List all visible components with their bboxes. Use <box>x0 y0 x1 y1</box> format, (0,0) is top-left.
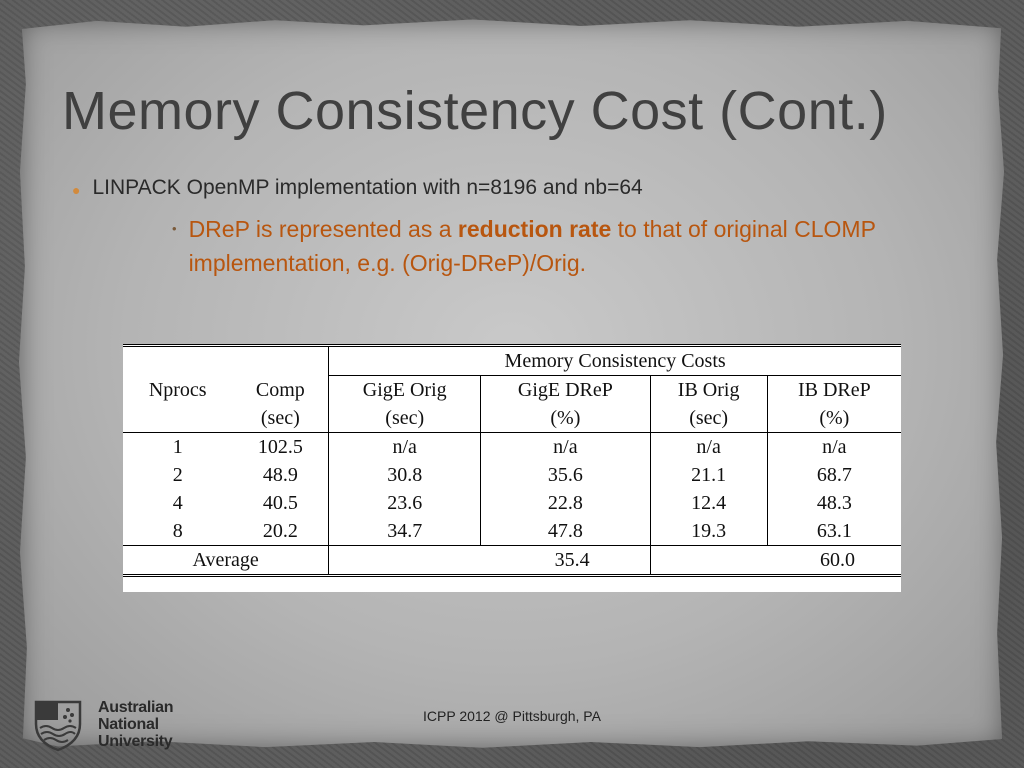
memory-consistency-table: Memory Consistency Costs Nprocs Comp Gig… <box>123 344 901 592</box>
table-row: 8 20.2 34.7 47.8 19.3 63.1 <box>123 517 901 546</box>
anu-crest-icon <box>34 700 82 752</box>
average-label: Average <box>123 545 330 576</box>
slide-title: Memory Consistency Cost (Cont.) <box>62 81 888 141</box>
cell: n/a <box>650 432 768 461</box>
results-table: Memory Consistency Costs Nprocs Comp Gig… <box>123 344 901 577</box>
cell: 22.8 <box>480 489 651 517</box>
anu-logo-text: Australian National University <box>98 698 174 750</box>
bullet-drep-bold: reduction rate <box>457 216 612 242</box>
unit-ib-orig: (sec) <box>650 404 768 433</box>
header-ib-drep: IB DReP <box>797 379 871 401</box>
cell: n/a <box>328 432 482 461</box>
cell: n/a <box>480 432 651 461</box>
header-comp: Comp <box>232 375 330 404</box>
cell: 21.1 <box>650 461 768 489</box>
cell: 2 <box>172 464 183 486</box>
cell: 63.1 <box>767 517 901 546</box>
anu-logo: Australian National University <box>28 696 174 752</box>
header-gige-orig: GigE Orig <box>328 375 482 404</box>
cell: 19.3 <box>650 517 768 546</box>
cell: 48.9 <box>232 461 330 489</box>
unit-gige-drep: (%) <box>480 404 651 433</box>
cell: 12.4 <box>650 489 768 517</box>
cell: n/a <box>822 436 847 458</box>
unit-gige-orig: (sec) <box>328 404 482 433</box>
bullet-drep: • DReP is represented as a reduction rat… <box>172 212 952 280</box>
cell: 34.7 <box>328 517 482 546</box>
cell: 8 <box>123 517 233 546</box>
cell: 4 <box>172 492 183 514</box>
cell: 40.5 <box>232 489 330 517</box>
average-row: Average 35.4 60.0 <box>123 545 901 576</box>
cell: 20.2 <box>232 517 330 546</box>
logo-line: University <box>98 732 173 750</box>
cell: 102.5 <box>232 432 330 461</box>
header-ib-orig: IB Orig <box>650 375 768 404</box>
bullet-drep-text-end: to that of original CLOMP implementation… <box>188 216 876 276</box>
cell: 35.6 <box>480 461 651 489</box>
table-row: 4 40.5 23.6 22.8 12.4 48.3 <box>123 489 901 517</box>
unit-nprocs <box>123 404 233 433</box>
unit-ib-drep: (%) <box>767 404 901 433</box>
logo-line: National <box>98 715 159 733</box>
average-gige-drep: 35.4 <box>328 545 651 576</box>
bullet-dot-icon: ● <box>72 182 81 198</box>
bullet-linpack: ● LINPACK OpenMP implementation with n=8… <box>72 176 952 204</box>
average-ib-drep: 60.0 <box>820 549 855 571</box>
bullet-linpack-text: LINPACK OpenMP implementation with n=819… <box>92 176 643 199</box>
cell: 30.8 <box>328 461 482 489</box>
table-corner <box>123 345 330 376</box>
cell: 48.3 <box>816 492 852 514</box>
cell: 23.6 <box>328 489 482 517</box>
group-header: Memory Consistency Costs <box>328 345 901 376</box>
bullet-dot-icon: • <box>172 221 177 236</box>
logo-line: Australian <box>98 698 174 716</box>
header-gige-drep: GigE DReP <box>480 375 651 404</box>
table-row: 1 102.5 n/a n/a n/a n/a <box>123 432 901 461</box>
header-nprocs: Nprocs <box>148 378 207 401</box>
cell: 68.7 <box>816 464 852 486</box>
bullet-drep-text-start: DReP is represented as a <box>188 216 458 242</box>
unit-comp: (sec) <box>232 404 330 433</box>
bullet-drep-text: DReP is represented as a reduction rate … <box>189 212 952 280</box>
table-row: 2 48.9 30.8 35.6 21.1 68.7 <box>123 461 901 489</box>
cell: 1 <box>172 436 183 458</box>
footer-text: ICPP 2012 @ Pittsburgh, PA <box>423 708 601 724</box>
cell: 47.8 <box>480 517 651 546</box>
